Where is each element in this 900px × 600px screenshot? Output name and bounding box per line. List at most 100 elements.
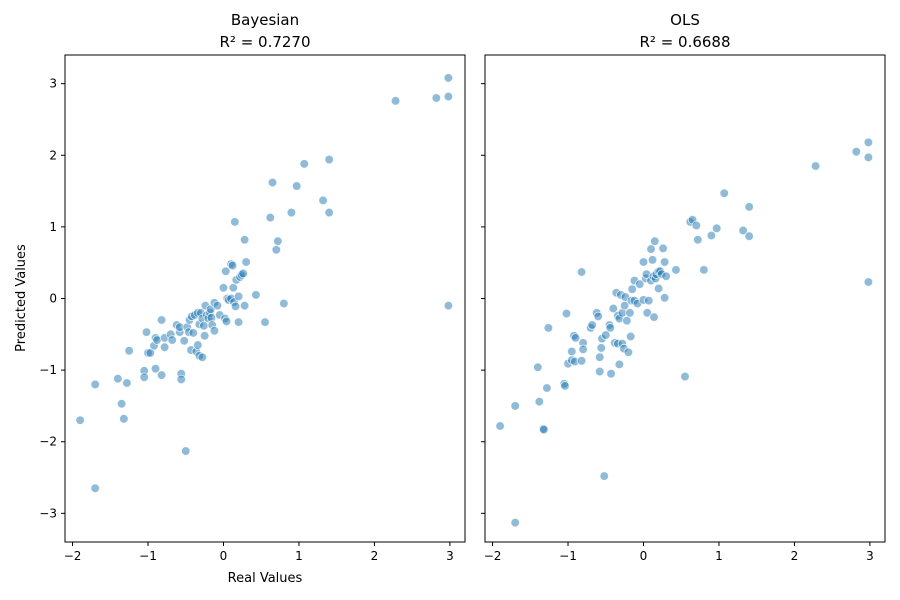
- ols-data-point: [578, 344, 588, 355]
- ols-data-point: [635, 279, 645, 289]
- ols-data-point: [738, 225, 748, 236]
- ols-data-point: [646, 244, 656, 254]
- ols-data-point: [560, 381, 570, 391]
- bayesian-data-point: [230, 217, 240, 227]
- ols-data-point: [638, 257, 649, 267]
- ols-data-point: [495, 421, 505, 431]
- ols-data-point: [625, 331, 636, 342]
- bayesian-data-point: [267, 177, 278, 188]
- bayesian-data-point: [286, 207, 297, 218]
- bayesian-data-point: [227, 260, 238, 271]
- bayesian-data-point: [291, 181, 302, 191]
- bayesian-data-point: [145, 348, 155, 358]
- ols-data-point: [851, 146, 862, 157]
- ols-data-point: [539, 424, 549, 435]
- bayesian-data-point: [443, 300, 454, 311]
- bayesian-x-tick-label: 2: [371, 549, 379, 563]
- bayesian-y-tick-label: 0: [49, 292, 57, 306]
- bayesian-data-point: [431, 93, 442, 103]
- ols-data-point: [647, 255, 658, 265]
- bayesian-data-point: [279, 298, 289, 309]
- ols-data-point: [608, 303, 619, 314]
- bayesian-points: [75, 73, 454, 493]
- ols-plot-area: [484, 54, 886, 543]
- ols-data-point: [570, 333, 581, 343]
- ols-data-point: [542, 383, 552, 393]
- ols-data-point: [576, 267, 587, 277]
- bayesian-data-point: [299, 159, 309, 169]
- bayesian-data-point: [324, 154, 334, 165]
- ols-x-tick-label: 1: [715, 549, 723, 563]
- ols-x-tick-label: 0: [640, 549, 648, 563]
- bayesian-data-point: [443, 91, 454, 102]
- ols-data-point: [649, 312, 659, 322]
- bayesian-data-point: [238, 268, 248, 279]
- bayesian-data-point: [212, 300, 223, 311]
- bayesian-y-tick-label: 3: [49, 77, 57, 91]
- bayesian-data-point: [218, 283, 229, 293]
- ols-data-point: [744, 231, 754, 241]
- ols-data-point: [595, 352, 605, 362]
- bayesian-data-point: [181, 446, 191, 456]
- ols-data-point: [596, 343, 606, 353]
- ols-x-tick-label: 2: [791, 549, 799, 563]
- ols-data-point: [595, 366, 605, 377]
- bayesian-data-point: [271, 245, 282, 255]
- bayesian-y-tick-label: 2: [49, 148, 57, 162]
- bayesian-data-point: [251, 290, 261, 300]
- bayesian-data-point: [233, 291, 244, 302]
- bayesian-data-point: [241, 257, 251, 267]
- ols-data-point: [659, 293, 670, 303]
- bayesian-data-point: [390, 96, 401, 106]
- bayesian-data-point: [188, 328, 199, 338]
- ols-data-point: [534, 396, 545, 407]
- bayesian-data-point: [139, 372, 149, 382]
- bayesian-data-point: [141, 327, 152, 337]
- ols-data-point: [661, 271, 671, 281]
- ols-x-tick-label: −1: [559, 549, 577, 563]
- ols-data-point: [606, 368, 616, 379]
- ols-data-point: [659, 257, 670, 267]
- bayesian-data-point: [239, 235, 250, 245]
- ols-data-point: [587, 320, 597, 330]
- bayesian-x-tick-label: −1: [139, 549, 157, 563]
- ols-data-point: [622, 316, 632, 326]
- ols-data-point: [863, 277, 874, 287]
- ols-data-point: [576, 356, 587, 366]
- bayesian-y-tick-label: −1: [39, 363, 57, 377]
- bayesian-data-point: [209, 326, 220, 336]
- bayesian-ticks: −2 −1 0 1 2 3 −3 −2 −1 0 1 2 3: [39, 77, 453, 563]
- ols-data-point: [711, 223, 722, 234]
- ols-data-point: [599, 471, 609, 481]
- ols-data-point: [510, 517, 520, 528]
- ols-data-point: [567, 346, 577, 357]
- ols-data-point: [680, 371, 690, 382]
- ols-data-point: [650, 236, 660, 246]
- ols-data-point: [510, 401, 520, 411]
- bayesian-data-point: [193, 340, 203, 350]
- bayesian-data-point: [90, 483, 100, 493]
- ols-x-tick-label: 3: [866, 549, 874, 563]
- ols-data-point: [593, 311, 603, 322]
- ols-data-point: [863, 152, 874, 163]
- bayesian-plot-area: [64, 54, 466, 543]
- bayesian-title: Bayesian: [231, 11, 299, 29]
- ols-data-point: [644, 295, 654, 306]
- bayesian-data-point: [176, 374, 186, 385]
- ols-data-point: [653, 283, 664, 294]
- ols-data-point: [810, 161, 821, 171]
- bayesian-data-point: [239, 300, 250, 311]
- ols-data-point: [863, 137, 874, 148]
- bayesian-data-point: [179, 336, 189, 346]
- ols-data-point: [601, 330, 611, 340]
- ols-data-point: [693, 235, 703, 245]
- ols-data-point: [627, 284, 637, 294]
- bayesian-data-point: [318, 195, 328, 206]
- bayesian-data-point: [156, 315, 167, 325]
- bayesian-data-point: [221, 316, 232, 327]
- bayesian-y-tick-label: 1: [49, 220, 57, 234]
- ols-title: OLS: [670, 11, 700, 29]
- ols-data-point: [605, 323, 615, 333]
- ols-data-point: [744, 202, 754, 212]
- ols-ticks: −2 −1 0 1 2 3: [481, 83, 874, 563]
